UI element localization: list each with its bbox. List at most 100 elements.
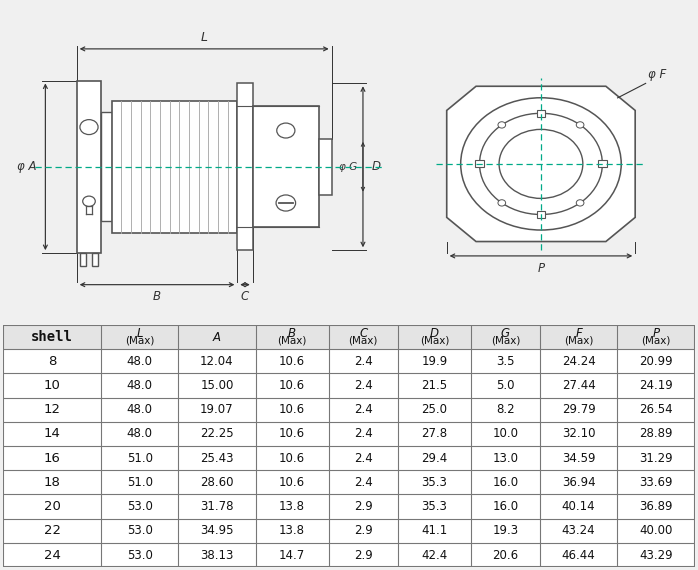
Text: 48.0: 48.0 [126,379,153,392]
Text: 10.6: 10.6 [279,379,305,392]
Circle shape [577,200,584,206]
Text: 46.44: 46.44 [562,548,595,561]
Text: 13.8: 13.8 [279,524,305,538]
Text: 8: 8 [48,355,57,368]
Text: 5.0: 5.0 [496,379,514,392]
Text: (Max): (Max) [564,335,593,345]
Text: 53.0: 53.0 [127,524,153,538]
Text: G: G [501,327,510,340]
Text: (Max): (Max) [277,335,307,345]
Text: 31.29: 31.29 [639,451,673,465]
Bar [3,470,695,495]
Bar [237,83,253,250]
Text: (Max): (Max) [125,335,154,345]
Polygon shape [447,86,635,242]
Text: 13.8: 13.8 [279,500,305,513]
Text: 14: 14 [44,428,61,441]
Text: 2.4: 2.4 [354,476,373,489]
Circle shape [276,195,296,211]
Text: 29.79: 29.79 [562,403,595,416]
Text: 2.4: 2.4 [354,355,373,368]
Text: 31.78: 31.78 [200,500,234,513]
Text: 34.59: 34.59 [562,451,595,465]
Text: 33.69: 33.69 [639,476,673,489]
Text: 26.54: 26.54 [639,403,673,416]
Text: 2.4: 2.4 [354,428,373,441]
Text: D: D [430,327,439,340]
Text: φ G: φ G [339,162,357,172]
Text: 24.19: 24.19 [639,379,673,392]
Text: φ A: φ A [17,160,37,173]
Text: φ F: φ F [648,67,666,80]
Text: 21.5: 21.5 [422,379,447,392]
Text: 20: 20 [44,500,61,513]
Text: 48.0: 48.0 [126,428,153,441]
Text: 27.8: 27.8 [422,428,447,441]
Circle shape [83,196,95,206]
Text: C: C [241,291,249,303]
Text: 10.6: 10.6 [279,428,305,441]
Bar [77,80,101,253]
Text: 32.10: 32.10 [562,428,595,441]
Text: P: P [653,327,660,340]
Text: 25.43: 25.43 [200,451,234,465]
Text: 28.60: 28.60 [200,476,234,489]
Text: 10.0: 10.0 [493,428,519,441]
Text: 34.95: 34.95 [200,524,234,538]
Circle shape [577,122,584,128]
Text: C: C [359,327,367,340]
Bar [112,101,237,233]
Bar [598,160,607,168]
Text: 24.24: 24.24 [562,355,595,368]
Text: 48.0: 48.0 [126,355,153,368]
Text: 16: 16 [44,451,61,465]
Text: 8.2: 8.2 [496,403,515,416]
Text: 18: 18 [44,476,61,489]
Text: 53.0: 53.0 [127,500,153,513]
Circle shape [499,129,583,198]
Bar [253,107,319,227]
Text: 40.14: 40.14 [562,500,595,513]
Text: L: L [200,31,208,44]
Text: 15.00: 15.00 [200,379,234,392]
Text: 14.7: 14.7 [279,548,305,561]
Text: 53.0: 53.0 [127,548,153,561]
Text: 20.6: 20.6 [492,548,519,561]
Bar [537,211,545,218]
Text: 35.3: 35.3 [422,500,447,513]
Text: (Max): (Max) [491,335,520,345]
Text: 25.0: 25.0 [422,403,447,416]
Bar [3,446,695,470]
Text: 2.4: 2.4 [354,451,373,465]
Text: 28.89: 28.89 [639,428,673,441]
Text: P: P [537,262,544,275]
Text: 10.6: 10.6 [279,476,305,489]
Text: 10.6: 10.6 [279,451,305,465]
Bar [80,253,86,266]
Text: 43.24: 43.24 [562,524,595,538]
Text: 20.99: 20.99 [639,355,673,368]
Bar [319,139,332,194]
Text: B: B [288,327,296,340]
Text: 2.9: 2.9 [354,500,373,513]
Bar [3,422,695,446]
Text: 29.4: 29.4 [421,451,447,465]
Text: 36.94: 36.94 [562,476,595,489]
Text: 22: 22 [44,524,61,538]
Text: (Max): (Max) [419,335,449,345]
Text: 13.0: 13.0 [493,451,519,465]
Text: 12.04: 12.04 [200,355,234,368]
Text: 27.44: 27.44 [562,379,595,392]
Text: shell: shell [31,330,73,344]
Text: B: B [153,291,161,303]
Circle shape [498,200,505,206]
Text: 3.5: 3.5 [496,355,514,368]
Text: 10: 10 [44,379,61,392]
Text: F: F [575,327,582,340]
Circle shape [276,123,295,138]
Text: 16.0: 16.0 [492,476,519,489]
Text: 36.89: 36.89 [639,500,673,513]
Text: 24: 24 [44,548,61,561]
Bar [92,253,98,266]
Text: 16.0: 16.0 [492,500,519,513]
